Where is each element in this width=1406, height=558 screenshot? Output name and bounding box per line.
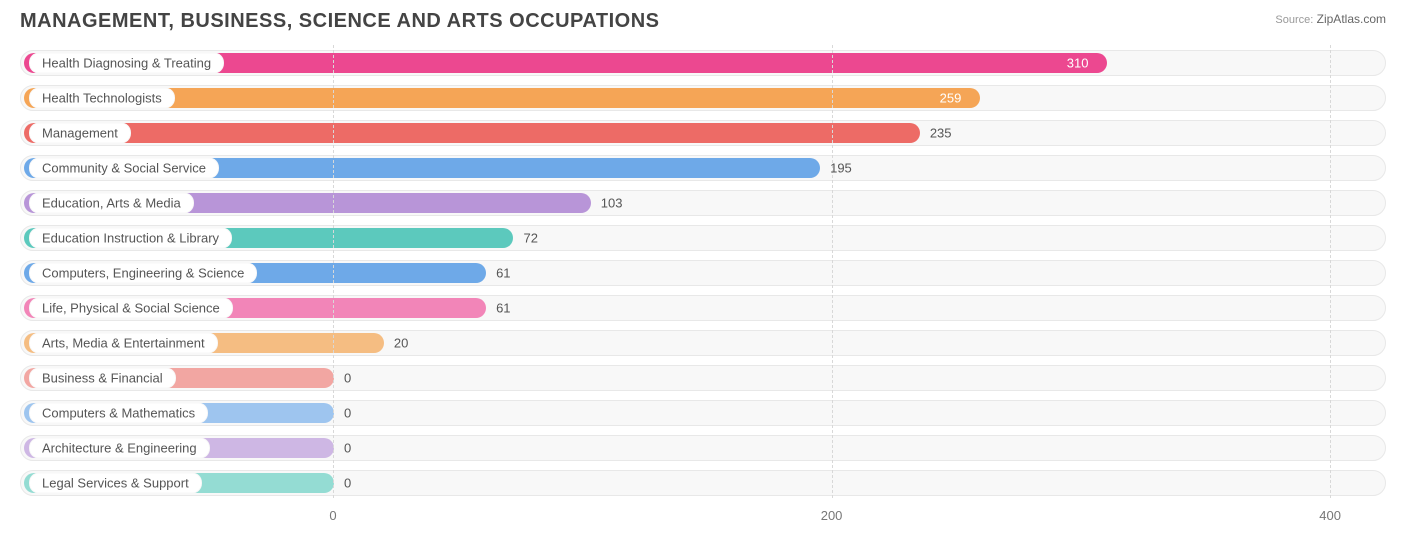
bar-fill xyxy=(24,123,920,143)
source-attribution: Source: ZipAtlas.com xyxy=(1275,10,1386,26)
gridline xyxy=(333,45,334,498)
bar-track: Health Technologists 259 xyxy=(20,85,1386,111)
value-label: 259 xyxy=(940,90,962,105)
value-label: 103 xyxy=(601,195,623,210)
source-value: ZipAtlas.com xyxy=(1317,12,1386,26)
bar-row: Business & Financial 0 xyxy=(20,362,1386,393)
value-label: 310 xyxy=(1067,55,1089,70)
chart-header: MANAGEMENT, BUSINESS, SCIENCE AND ARTS O… xyxy=(20,10,1386,45)
bar-row: Management 235 xyxy=(20,117,1386,148)
gridline xyxy=(832,45,833,498)
category-label: Arts, Media & Entertainment xyxy=(29,332,218,353)
category-label: Life, Physical & Social Science xyxy=(29,297,233,318)
x-tick-label: 400 xyxy=(1319,508,1341,523)
chart-title: MANAGEMENT, BUSINESS, SCIENCE AND ARTS O… xyxy=(20,10,659,33)
category-label: Architecture & Engineering xyxy=(29,437,210,458)
bar-track: Management 235 xyxy=(20,120,1386,146)
category-label: Health Diagnosing & Treating xyxy=(29,52,224,73)
bar-track: Life, Physical & Social Science 61 xyxy=(20,295,1386,321)
category-label: Management xyxy=(29,122,131,143)
category-label: Computers & Mathematics xyxy=(29,402,208,423)
bar-row: Education, Arts & Media 103 xyxy=(20,187,1386,218)
bar-track: Business & Financial 0 xyxy=(20,365,1386,391)
category-label: Education, Arts & Media xyxy=(29,192,194,213)
bar-row: Computers & Mathematics 0 xyxy=(20,397,1386,428)
bar-track: Community & Social Service 195 xyxy=(20,155,1386,181)
value-label: 235 xyxy=(930,125,952,140)
value-label: 20 xyxy=(394,335,408,350)
bar-row: Legal Services & Support 0 xyxy=(20,467,1386,498)
x-tick-label: 200 xyxy=(821,508,843,523)
bar-row: Arts, Media & Entertainment 20 xyxy=(20,327,1386,358)
value-label: 195 xyxy=(830,160,852,175)
value-label: 72 xyxy=(523,230,537,245)
bar-row: Health Diagnosing & Treating 310 xyxy=(20,47,1386,78)
x-tick-label: 0 xyxy=(329,508,336,523)
bar-row: Community & Social Service 195 xyxy=(20,152,1386,183)
bar-track: Education, Arts & Media 103 xyxy=(20,190,1386,216)
value-label: 61 xyxy=(496,300,510,315)
bar-row: Education Instruction & Library 72 xyxy=(20,222,1386,253)
bar-row: Architecture & Engineering 0 xyxy=(20,432,1386,463)
bar-row: Life, Physical & Social Science 61 xyxy=(20,292,1386,323)
category-label: Business & Financial xyxy=(29,367,176,388)
source-label: Source: xyxy=(1275,14,1313,26)
category-label: Health Technologists xyxy=(29,87,175,108)
value-label: 0 xyxy=(344,405,351,420)
category-label: Community & Social Service xyxy=(29,157,219,178)
bar-track: Education Instruction & Library 72 xyxy=(20,225,1386,251)
category-label: Legal Services & Support xyxy=(29,472,202,493)
value-label: 61 xyxy=(496,265,510,280)
bar-track: Architecture & Engineering 0 xyxy=(20,435,1386,461)
bar-track: Legal Services & Support 0 xyxy=(20,470,1386,496)
bar-track: Computers & Mathematics 0 xyxy=(20,400,1386,426)
plot-area: Health Diagnosing & Treating 310 Health Te… xyxy=(20,45,1386,523)
bar-track: Arts, Media & Entertainment 20 xyxy=(20,330,1386,356)
value-label: 0 xyxy=(344,370,351,385)
value-label: 0 xyxy=(344,440,351,455)
bar-row: Computers, Engineering & Science 61 xyxy=(20,257,1386,288)
bars-group: Health Diagnosing & Treating 310 Health Te… xyxy=(20,45,1386,498)
bar-track: Health Diagnosing & Treating 310 xyxy=(20,50,1386,76)
value-label: 0 xyxy=(344,475,351,490)
category-label: Education Instruction & Library xyxy=(29,227,232,248)
bar-track: Computers, Engineering & Science 61 xyxy=(20,260,1386,286)
bar-row: Health Technologists 259 xyxy=(20,82,1386,113)
chart-container: MANAGEMENT, BUSINESS, SCIENCE AND ARTS O… xyxy=(0,0,1406,558)
gridline xyxy=(1330,45,1331,498)
category-label: Computers, Engineering & Science xyxy=(29,262,257,283)
